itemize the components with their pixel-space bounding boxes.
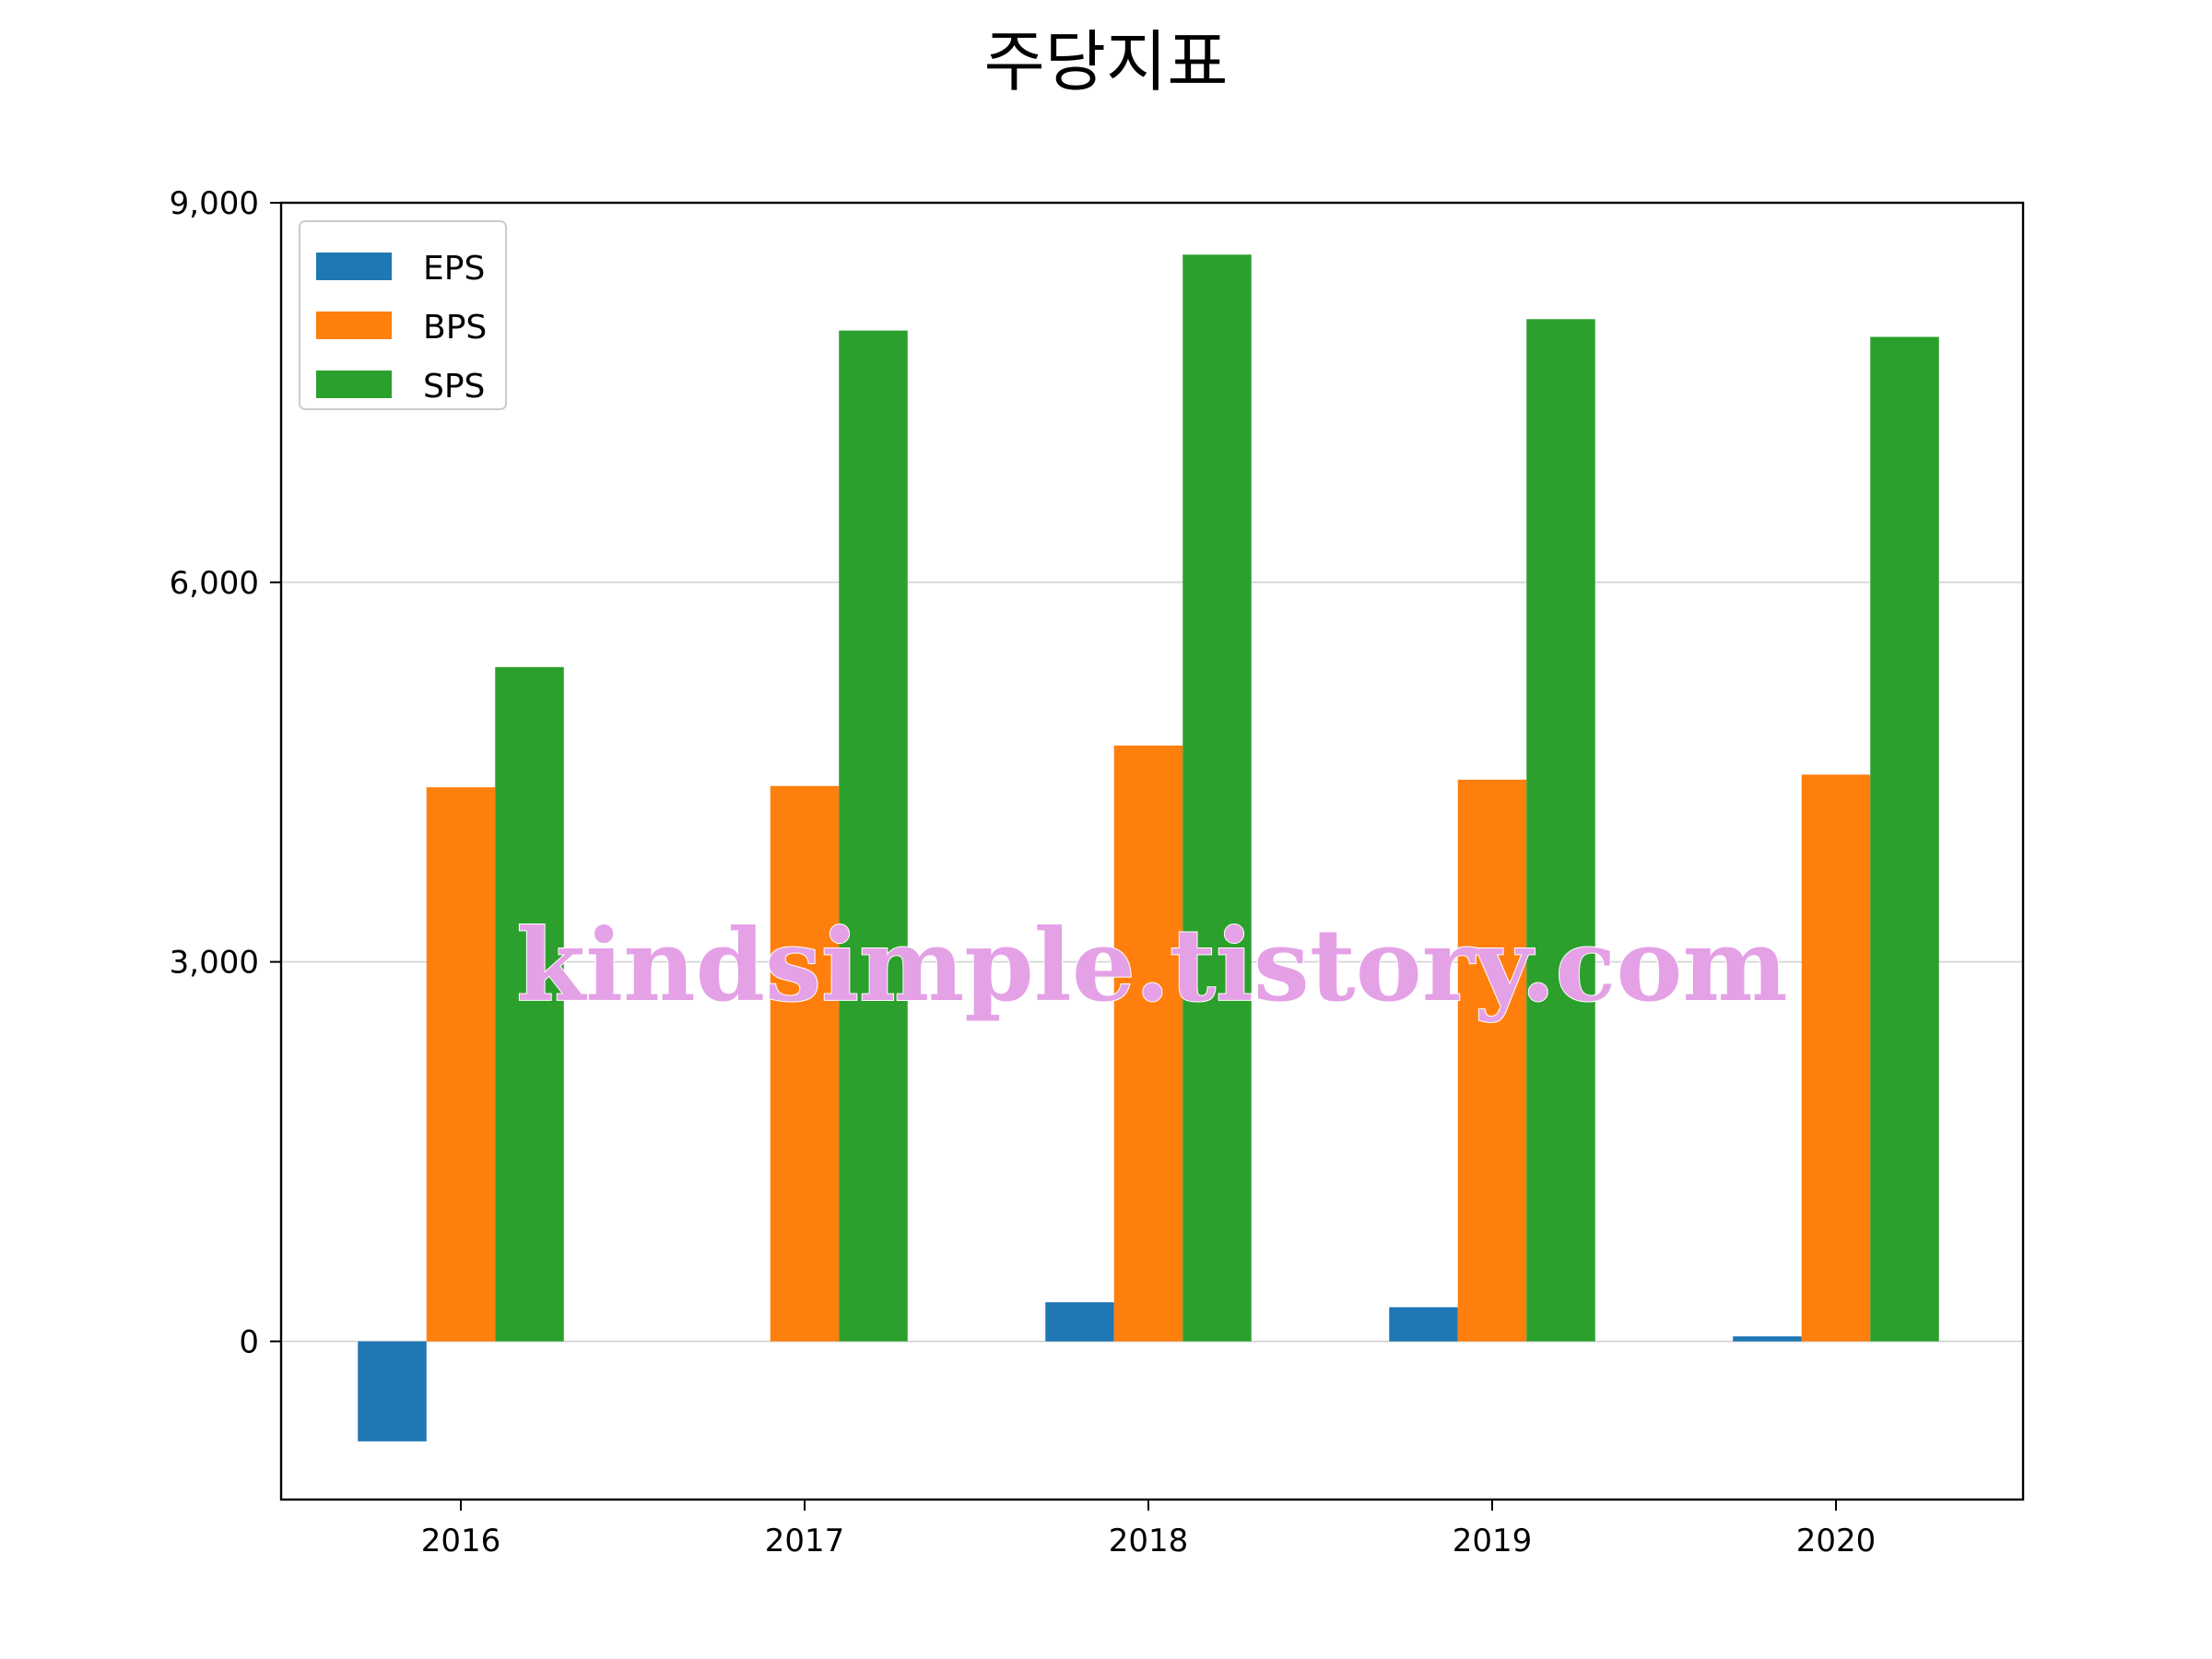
x-tick-label: 2020 <box>1796 1523 1877 1559</box>
bar-eps-2020 <box>1733 1335 1802 1342</box>
y-tick-label: 6,000 <box>170 565 259 602</box>
legend-label-sps: SPS <box>423 368 485 406</box>
bars <box>358 254 1939 1441</box>
bar-bps-2016 <box>426 787 496 1342</box>
x-tick-label: 2017 <box>765 1523 845 1559</box>
bar-bps-2017 <box>770 785 840 1342</box>
bar-eps-2016 <box>358 1341 427 1441</box>
legend-label-bps: BPS <box>423 309 487 347</box>
bar-sps-2018 <box>1182 254 1252 1342</box>
watermark-text: kindsimple.tistory.com <box>516 908 1787 1024</box>
x-tick-label: 2019 <box>1453 1523 1533 1559</box>
legend-swatch-sps <box>316 371 392 398</box>
x-tick-label: 2016 <box>421 1523 501 1559</box>
bar-bps-2020 <box>1801 774 1871 1342</box>
plot-frame <box>279 201 2025 1501</box>
chart-title: 주당지표 <box>984 23 1229 100</box>
legend-swatch-bps <box>316 312 392 339</box>
bar-eps-2018 <box>1045 1301 1114 1342</box>
y-tick-label: 0 <box>239 1324 259 1360</box>
legend-swatch-eps <box>316 253 392 280</box>
x-tick-label: 2018 <box>1109 1523 1189 1559</box>
bar-sps-2020 <box>1870 336 1939 1342</box>
y-tick-label: 3,000 <box>170 945 259 982</box>
legend: EPS BPS SPS <box>299 220 507 410</box>
y-tick-label: 9,000 <box>170 185 259 222</box>
bar-bps-2018 <box>1113 745 1183 1342</box>
bar-sps-2017 <box>839 330 908 1342</box>
bar-sps-2019 <box>1526 319 1595 1342</box>
axes: 0 3,000 6,000 9,000 2016 2017 2018 2019 2020 <box>170 185 2025 1559</box>
bar-sps-2016 <box>495 666 564 1342</box>
legend-label-eps: EPS <box>423 250 485 288</box>
bar-bps-2019 <box>1457 779 1527 1342</box>
bar-eps-2019 <box>1389 1307 1458 1342</box>
